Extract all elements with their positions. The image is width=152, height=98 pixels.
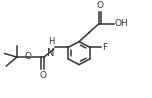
Text: OH: OH bbox=[114, 20, 128, 28]
Text: F: F bbox=[102, 43, 107, 52]
Text: N: N bbox=[47, 48, 55, 58]
Text: O: O bbox=[39, 71, 46, 80]
Text: H: H bbox=[48, 38, 55, 46]
Text: O: O bbox=[97, 1, 104, 10]
Text: O: O bbox=[24, 52, 31, 61]
